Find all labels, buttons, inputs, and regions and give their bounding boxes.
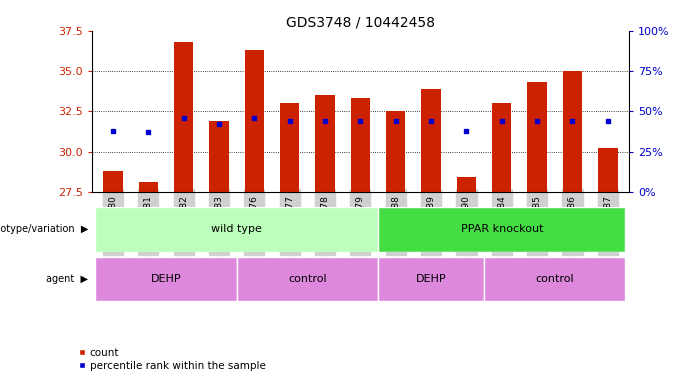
Bar <box>95 207 378 252</box>
Text: genotype/variation  ▶: genotype/variation ▶ <box>0 224 88 235</box>
Text: agent  ▶: agent ▶ <box>46 274 88 285</box>
Bar <box>457 177 476 192</box>
Text: DEHP: DEHP <box>151 274 182 285</box>
Bar <box>386 111 405 192</box>
Bar <box>209 121 228 192</box>
Bar <box>316 95 335 192</box>
Bar <box>378 207 626 252</box>
Bar <box>484 257 626 301</box>
Bar <box>492 103 511 192</box>
Bar <box>378 257 484 301</box>
Bar <box>237 257 378 301</box>
Bar <box>95 257 237 301</box>
Text: PPAR knockout: PPAR knockout <box>460 224 543 235</box>
Bar <box>280 103 299 192</box>
Bar <box>598 149 617 192</box>
Legend: count, percentile rank within the sample: count, percentile rank within the sample <box>73 344 270 375</box>
Bar <box>139 182 158 192</box>
Bar <box>563 71 582 192</box>
Title: GDS3748 / 10442458: GDS3748 / 10442458 <box>286 16 435 30</box>
Bar <box>351 98 370 192</box>
Bar <box>103 171 122 192</box>
Bar <box>528 82 547 192</box>
Bar <box>245 50 264 192</box>
Text: control: control <box>535 274 574 285</box>
Text: control: control <box>288 274 326 285</box>
Bar <box>174 42 193 192</box>
Bar <box>422 89 441 192</box>
Text: DEHP: DEHP <box>415 274 446 285</box>
Text: wild type: wild type <box>211 224 262 235</box>
